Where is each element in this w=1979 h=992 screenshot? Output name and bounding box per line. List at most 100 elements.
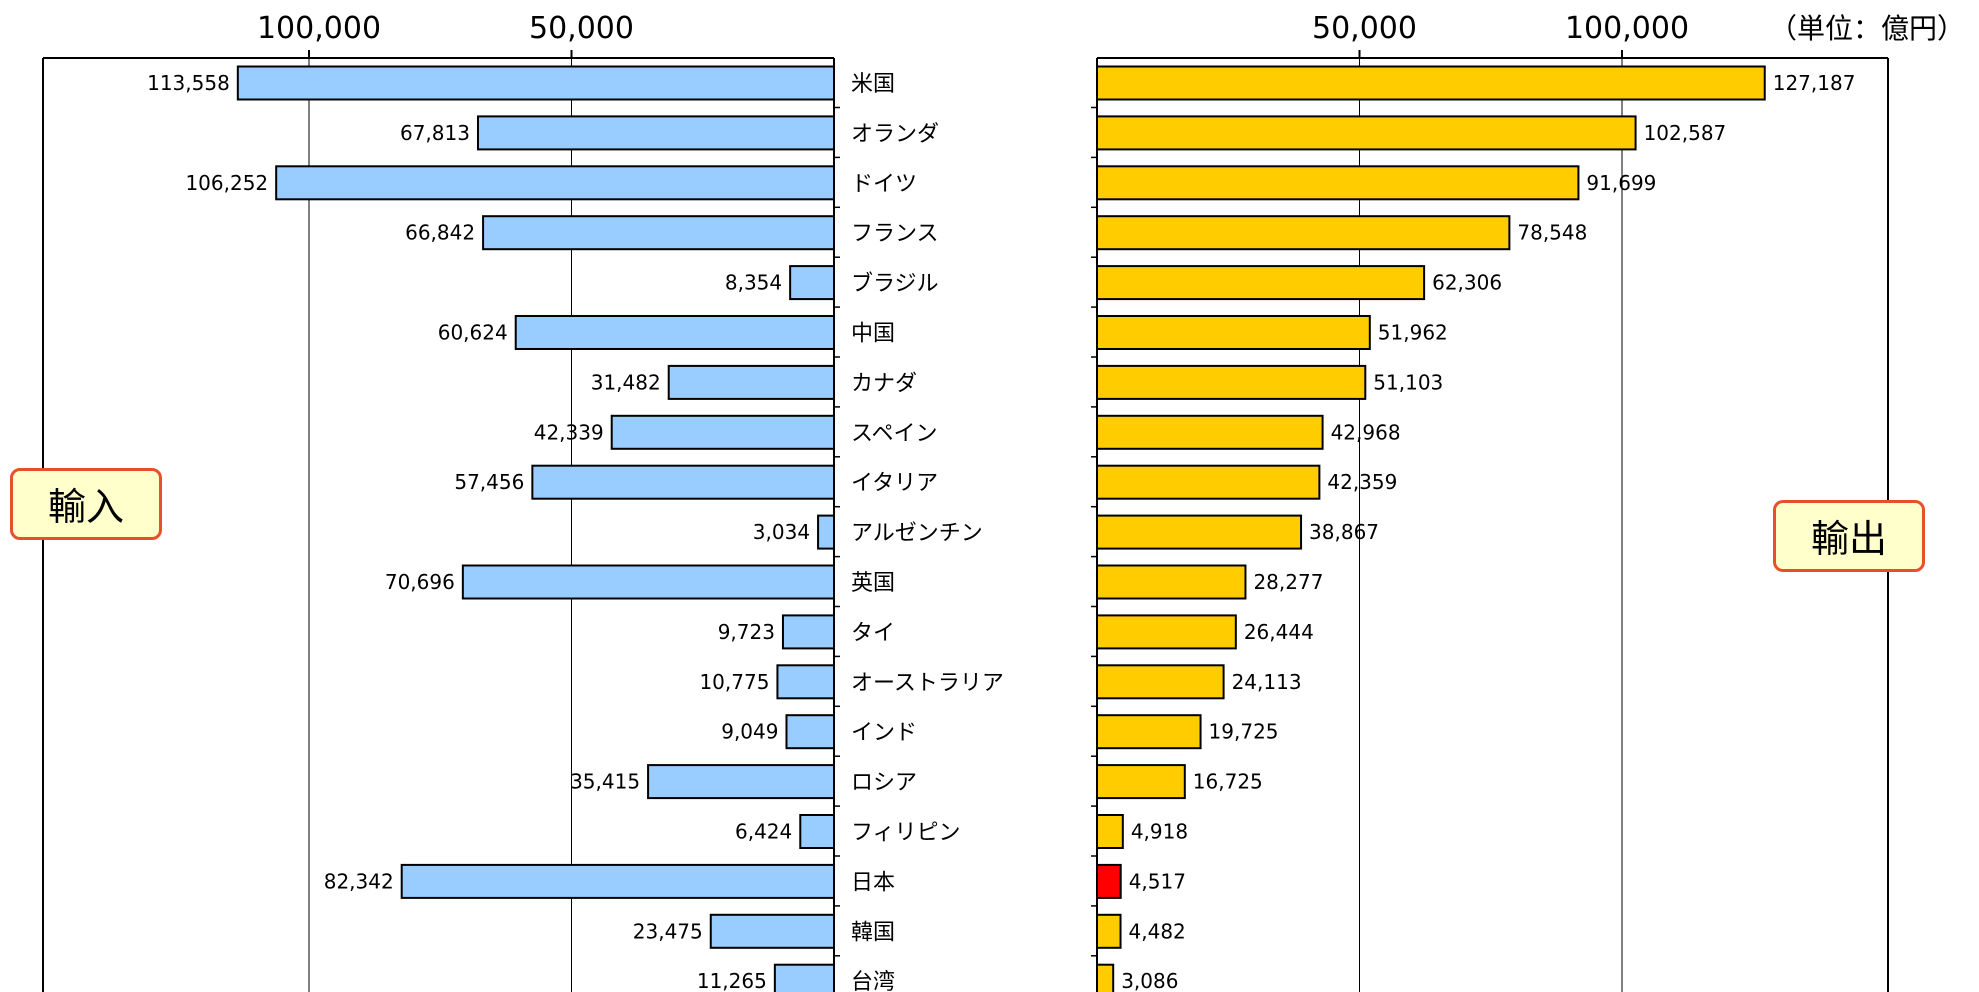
category-label: アルゼンチン [851,521,983,546]
export-bar [1096,564,1247,600]
category-label: オーストラリア [851,671,1004,696]
export-bar [1096,65,1766,101]
labels: 100,000 50,000 50,000 100,000 113,558 127,187… [147,11,1855,992]
import-bar [789,265,835,301]
export-bar [1096,664,1225,700]
export-value-label: 4,517 [1129,869,1186,893]
import-bar [667,364,835,400]
import-bar [776,664,836,700]
export-bar [1096,814,1124,849]
category-label: フランス [851,222,939,247]
import-value-label: 42,339 [534,420,604,444]
import-bar [785,714,835,750]
import-value-label: 10,775 [699,670,769,694]
import-value-label: 9,723 [718,620,775,644]
import-bar [647,764,835,800]
export-bar [1096,115,1637,151]
import-label: 輸入 [10,468,162,540]
unit-label: （単位：億円） [1769,12,1965,45]
export-bar [1096,863,1122,899]
import-value-label: 6,424 [735,820,792,844]
import-value-label: 35,415 [570,770,640,794]
import-value-label: 31,482 [591,370,661,394]
import-bar [275,165,835,201]
import-bar [709,913,835,949]
export-bar [1096,514,1303,550]
import-bar [781,614,835,650]
category-label: インド [851,721,917,746]
export-bar [1096,215,1511,251]
bars [236,65,1766,992]
import-bar [610,414,836,450]
import-value-label: 57,456 [454,470,524,494]
export-bar [1096,764,1186,800]
export-value-label: 4,918 [1131,820,1188,844]
import-bar [236,65,835,101]
import-value-label: 9,049 [721,720,778,744]
import-value-label: 23,475 [633,919,703,943]
export-bar [1096,265,1426,301]
export-value-label: 16,725 [1193,770,1263,794]
tick-label: 50,000 [529,11,634,46]
category-label: カナダ [851,371,917,396]
export-value-label: 24,113 [1232,670,1302,694]
category-label: イタリア [851,471,938,496]
import-value-label: 70,696 [385,570,455,594]
export-value-label: 38,867 [1309,520,1379,544]
export-value-label: 51,962 [1378,321,1448,345]
import-bar [400,863,835,899]
import-value-label: 82,342 [324,869,394,893]
export-bar [1096,165,1580,201]
export-bar [1096,614,1237,650]
import-value-label: 60,624 [438,321,508,345]
import-bar [531,464,836,500]
category-label: 韓国 [851,920,895,945]
export-bar [1096,315,1371,350]
category-label: ドイツ [851,172,917,197]
import-value-label: 113,558 [147,71,230,95]
export-value-label: 62,306 [1432,271,1502,295]
export-value-label: 91,699 [1586,171,1656,195]
import-bar [799,814,835,849]
export-value-label: 51,103 [1373,370,1443,394]
export-value-label: 4,482 [1129,919,1186,943]
category-label: スペイン [851,421,937,446]
import-value-label: 106,252 [185,171,268,195]
export-bar [1096,714,1202,750]
export-value-label: 42,968 [1331,420,1401,444]
import-bar [773,963,836,992]
category-label: タイ [851,621,895,646]
export-label: 輸出 [1773,500,1925,572]
category-label: 英国 [851,571,895,596]
import-bar [514,315,835,350]
category-label: オランダ [851,122,939,147]
import-value-label: 67,813 [400,121,470,145]
category-label: 台湾 [851,970,895,992]
import-bar [817,514,835,550]
export-value-label: 102,587 [1644,121,1727,145]
export-bar [1096,414,1324,450]
export-bar [1096,464,1321,500]
export-bar [1096,963,1115,992]
category-label: 米国 [851,72,895,97]
import-bar [482,215,835,251]
category-label: 日本 [851,870,895,895]
export-value-label: 3,086 [1121,969,1178,992]
export-value-label: 78,548 [1517,221,1587,245]
category-label: ロシア [851,771,917,796]
category-label: ブラジル [851,272,939,297]
import-bar [476,115,835,151]
import-value-label: 66,842 [405,221,475,245]
export-bar [1096,913,1122,949]
import-value-label: 3,034 [753,520,810,544]
tick-label: 100,000 [257,11,381,46]
import-value-label: 8,354 [725,271,782,295]
export-value-label: 42,359 [1327,470,1397,494]
export-value-label: 28,277 [1253,570,1323,594]
export-value-label: 127,187 [1773,71,1856,95]
category-label: フィリピン [851,821,961,846]
tick-label: 50,000 [1312,11,1417,46]
category-label: 中国 [851,322,895,347]
import-bar [461,564,835,600]
